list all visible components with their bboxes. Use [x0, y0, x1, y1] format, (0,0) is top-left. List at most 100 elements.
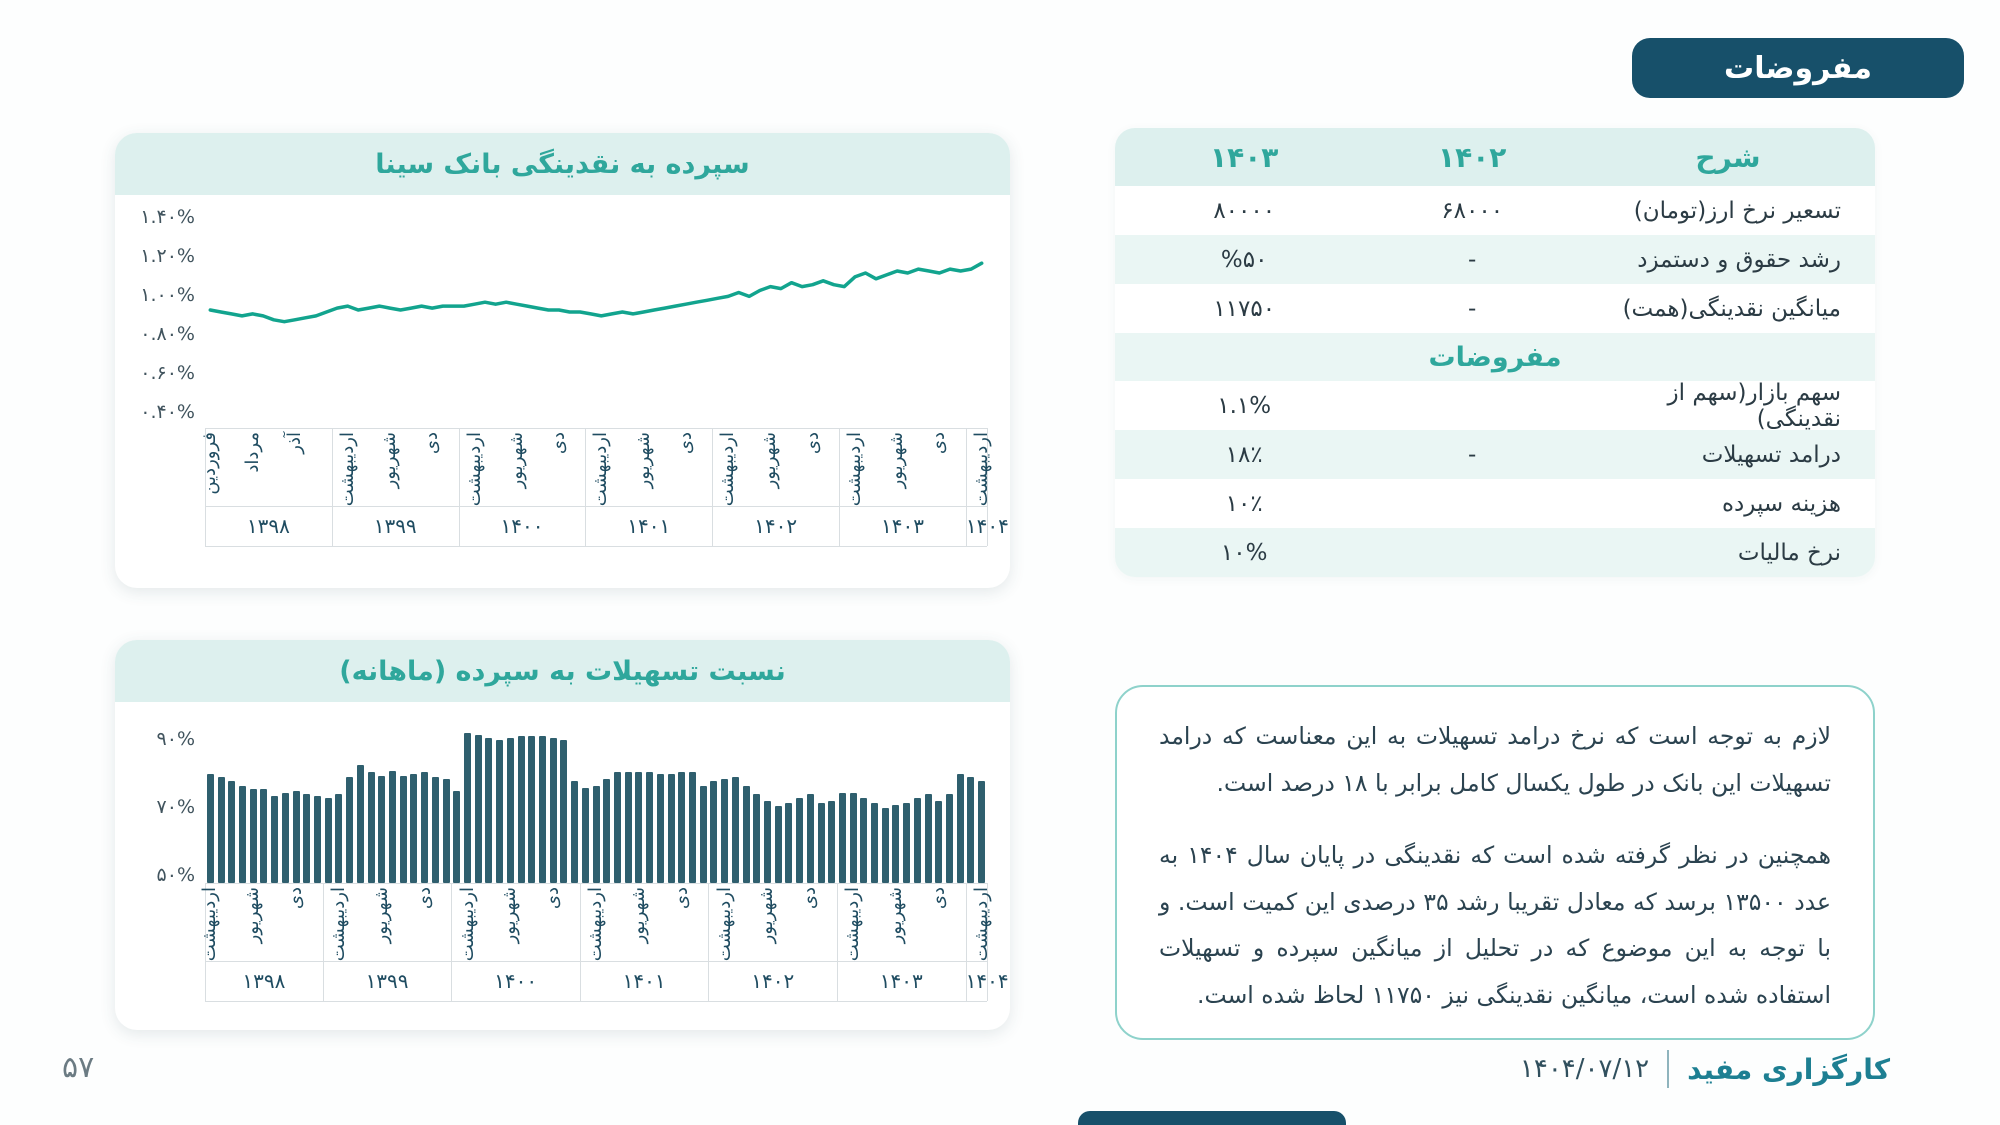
axis-gridline: [837, 883, 839, 1001]
report-date: ۱۴۰۴/۰۷/۱۲: [1519, 1054, 1650, 1084]
table-row: نرخ مالیات ۱۰%: [1115, 528, 1875, 577]
axis-gridline: [205, 1001, 987, 1002]
table-row: هزینه سپرده ۱۰٪: [1115, 479, 1875, 528]
cell-value-1403: ۱۱۷۵۰: [1213, 295, 1276, 322]
ratio-bar: [806, 794, 814, 883]
ratio-bar: [281, 792, 289, 883]
bar-chart-plot: اردیبهشت شهریور دی ۱۳۹۸ اردیبهشت شهریور دی ۱۳۹۹…: [115, 702, 1010, 1030]
ratio-bar: [946, 794, 953, 883]
cell-value-1402: -: [1468, 295, 1477, 322]
y-tick-label: ۱.۴۰%: [140, 206, 195, 229]
ratio-bar: [721, 779, 728, 883]
ratio-bar: [431, 777, 439, 883]
ratio-bar: [217, 777, 225, 883]
axis-gridline: [205, 961, 987, 962]
ratio-bar: [389, 770, 396, 883]
ratio-bar: [753, 794, 761, 883]
ratio-bar: [710, 780, 718, 883]
deposit-liquidity-chart-card: سپرده به نقدینگی بانک سینا فروردین مرداد آ…: [115, 133, 1010, 588]
bar-chart-title: نسبت تسهیلات به سپرده (ماهانه): [339, 655, 786, 687]
ratio-bar: [956, 773, 964, 883]
cell-description: میانگین نقدینگی(همت): [1622, 295, 1841, 322]
x-month-label: شهریور: [378, 432, 400, 489]
y-tick-label: ۱.۲۰%: [140, 245, 195, 268]
axis-gridline: [205, 506, 987, 507]
x-month-label: مرداد: [241, 432, 263, 473]
axis-gridline: [712, 428, 714, 546]
cell-value-1403: ۸۰۰۰۰: [1213, 197, 1276, 224]
ratio-bar: [442, 779, 450, 883]
cell-description: هزینه سپرده: [1722, 490, 1841, 517]
x-month-label: شهریور: [627, 887, 649, 944]
x-year-label: ۱۴۰۱: [622, 969, 666, 993]
y-tick-label: ۰.۶۰%: [140, 362, 195, 385]
table-row: درامد تسهیلات - ۱۸٪: [1115, 430, 1875, 479]
ratio-bar: [796, 797, 803, 883]
x-month-label: دی: [801, 432, 823, 455]
x-month-label: اردیبهشت: [463, 432, 485, 507]
ratio-bar: [228, 780, 236, 883]
x-month-label: شهریور: [505, 432, 527, 489]
axis-gridline: [585, 428, 587, 546]
ratio-bar: [335, 794, 343, 883]
line-chart-plot: فروردین مرداد آذر ۱۳۹۸ اردیبهشت شهریور دی ۱۳۹۹ ا…: [115, 195, 1010, 588]
table-header-1402: ۱۴۰۲: [1438, 140, 1507, 174]
ratio-bar: [549, 738, 557, 883]
x-year-label: ۱۴۰۲: [751, 969, 795, 993]
ratio-bar: [560, 739, 568, 883]
ratio-bar: [828, 801, 836, 883]
table-section-header: مفروضات: [1115, 333, 1875, 381]
x-month-label: دی: [421, 432, 443, 455]
x-month-label: فروردین: [199, 432, 221, 495]
ratio-bar: [871, 802, 878, 883]
note-paragraph-1: لازم به توجه است که نرخ درامد تسهیلات به…: [1159, 722, 1831, 797]
axis-gridline: [205, 883, 987, 884]
x-month-label: دی: [799, 887, 821, 910]
cell-value-1402: -: [1468, 246, 1477, 273]
ratio-bar: [935, 801, 943, 883]
y-tick-label: ۱.۰۰%: [140, 284, 195, 307]
ratio-bar: [656, 773, 664, 883]
axis-gridline: [579, 883, 581, 1001]
x-year-label: ۱۳۹۸: [246, 514, 290, 538]
table-header-1403: ۱۴۰۳: [1210, 140, 1279, 174]
ratio-bar: [978, 780, 986, 883]
table-body: تسعیر نرخ ارز(تومان) ۶۸۰۰۰ ۸۰۰۰۰ رشد حقوق و…: [1115, 186, 1875, 577]
axis-gridline: [322, 883, 324, 1001]
ratio-bar: [774, 806, 782, 883]
x-month-label: اردیبهشت: [199, 887, 221, 962]
x-year-label: ۱۴۰۱: [627, 514, 671, 538]
x-month-label: دی: [670, 887, 692, 910]
axis-gridline: [205, 546, 987, 547]
line-chart-svg: [208, 261, 984, 324]
axis-gridline: [451, 883, 453, 1001]
x-month-label: اردیبهشت: [970, 432, 992, 507]
cell-value-1402: -: [1468, 441, 1477, 468]
ratio-bar: [849, 792, 857, 883]
ratio-bar: [506, 738, 514, 883]
axis-gridline: [987, 428, 988, 546]
cell-value-1403: ۱۰٪: [1225, 490, 1263, 517]
x-year-label: ۱۴۰۴: [965, 969, 1009, 993]
ratio-bar: [410, 773, 418, 883]
cell-description: نرخ مالیات: [1737, 539, 1841, 566]
ratio-bar: [421, 772, 429, 883]
ratio-bar: [496, 739, 504, 883]
x-year-label: ۱۴۰۲: [754, 514, 798, 538]
table-row: میانگین نقدینگی(همت) - ۱۱۷۵۰: [1115, 284, 1875, 333]
assumptions-badge: مفروضات: [1632, 38, 1964, 98]
ratio-bar: [399, 775, 407, 883]
x-month-label: دی: [542, 887, 564, 910]
x-year-label: ۱۴۰۳: [881, 514, 924, 538]
x-month-label: اردیبهشت: [590, 432, 612, 507]
axis-gridline: [458, 428, 460, 546]
ratio-bar: [292, 791, 300, 883]
x-month-label: اردیبهشت: [336, 432, 358, 507]
cell-value-1403: ۱۰%: [1220, 539, 1268, 566]
axis-gridline: [205, 883, 206, 1001]
analysis-note-box: لازم به توجه است که نرخ درامد تسهیلات به…: [1115, 685, 1875, 1040]
facilities-deposits-chart-card: نسبت تسهیلات به سپرده (ماهانه) اردیبهشت ش…: [115, 640, 1010, 1030]
assumptions-table: شرح ۱۴۰۲ ۱۴۰۳ تسعیر نرخ ارز(تومان) ۶۸۰۰۰ ۸…: [1115, 128, 1875, 577]
table-header-row: شرح ۱۴۰۲ ۱۴۰۳: [1115, 128, 1875, 186]
